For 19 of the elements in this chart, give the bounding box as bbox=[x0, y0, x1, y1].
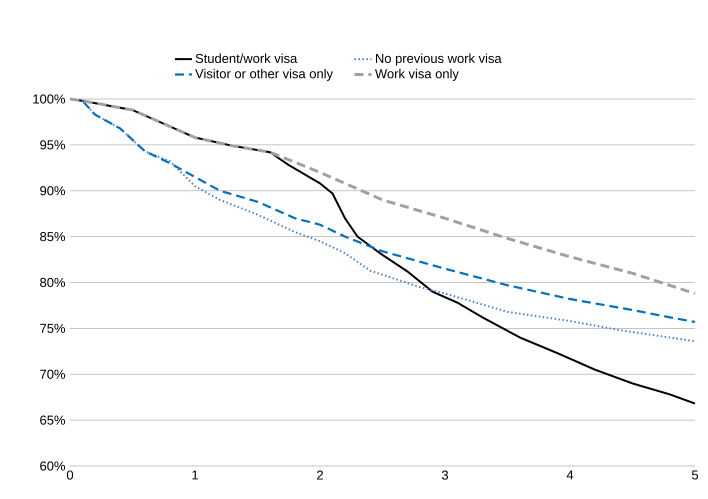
legend-label: No previous work visa bbox=[376, 53, 502, 66]
legend-label: Visitor or other visa only bbox=[195, 68, 333, 81]
x-tick-label: 5 bbox=[692, 470, 698, 480]
y-tick-label: 85% bbox=[40, 232, 66, 242]
y-tick-label: 100% bbox=[33, 94, 66, 104]
x-tick-label: 3 bbox=[442, 470, 448, 480]
x-tick-label: 2 bbox=[317, 470, 323, 480]
y-tick-label: 80% bbox=[40, 278, 66, 288]
y-tick-label: 65% bbox=[40, 416, 66, 425]
x-tick-label: 1 bbox=[192, 470, 198, 480]
legend-label: Work visa only bbox=[375, 68, 459, 81]
y-tick-label: 90% bbox=[40, 186, 66, 196]
x-tick-label: 0 bbox=[66, 470, 74, 480]
y-tick-label: 95% bbox=[40, 140, 66, 150]
y-tick-label: 60% bbox=[40, 461, 66, 471]
y-tick-label: 70% bbox=[40, 370, 66, 379]
legend-label: Student/work visa bbox=[196, 53, 298, 64]
x-tick-label: 4 bbox=[566, 470, 574, 480]
y-tick-label: 75% bbox=[40, 324, 66, 333]
